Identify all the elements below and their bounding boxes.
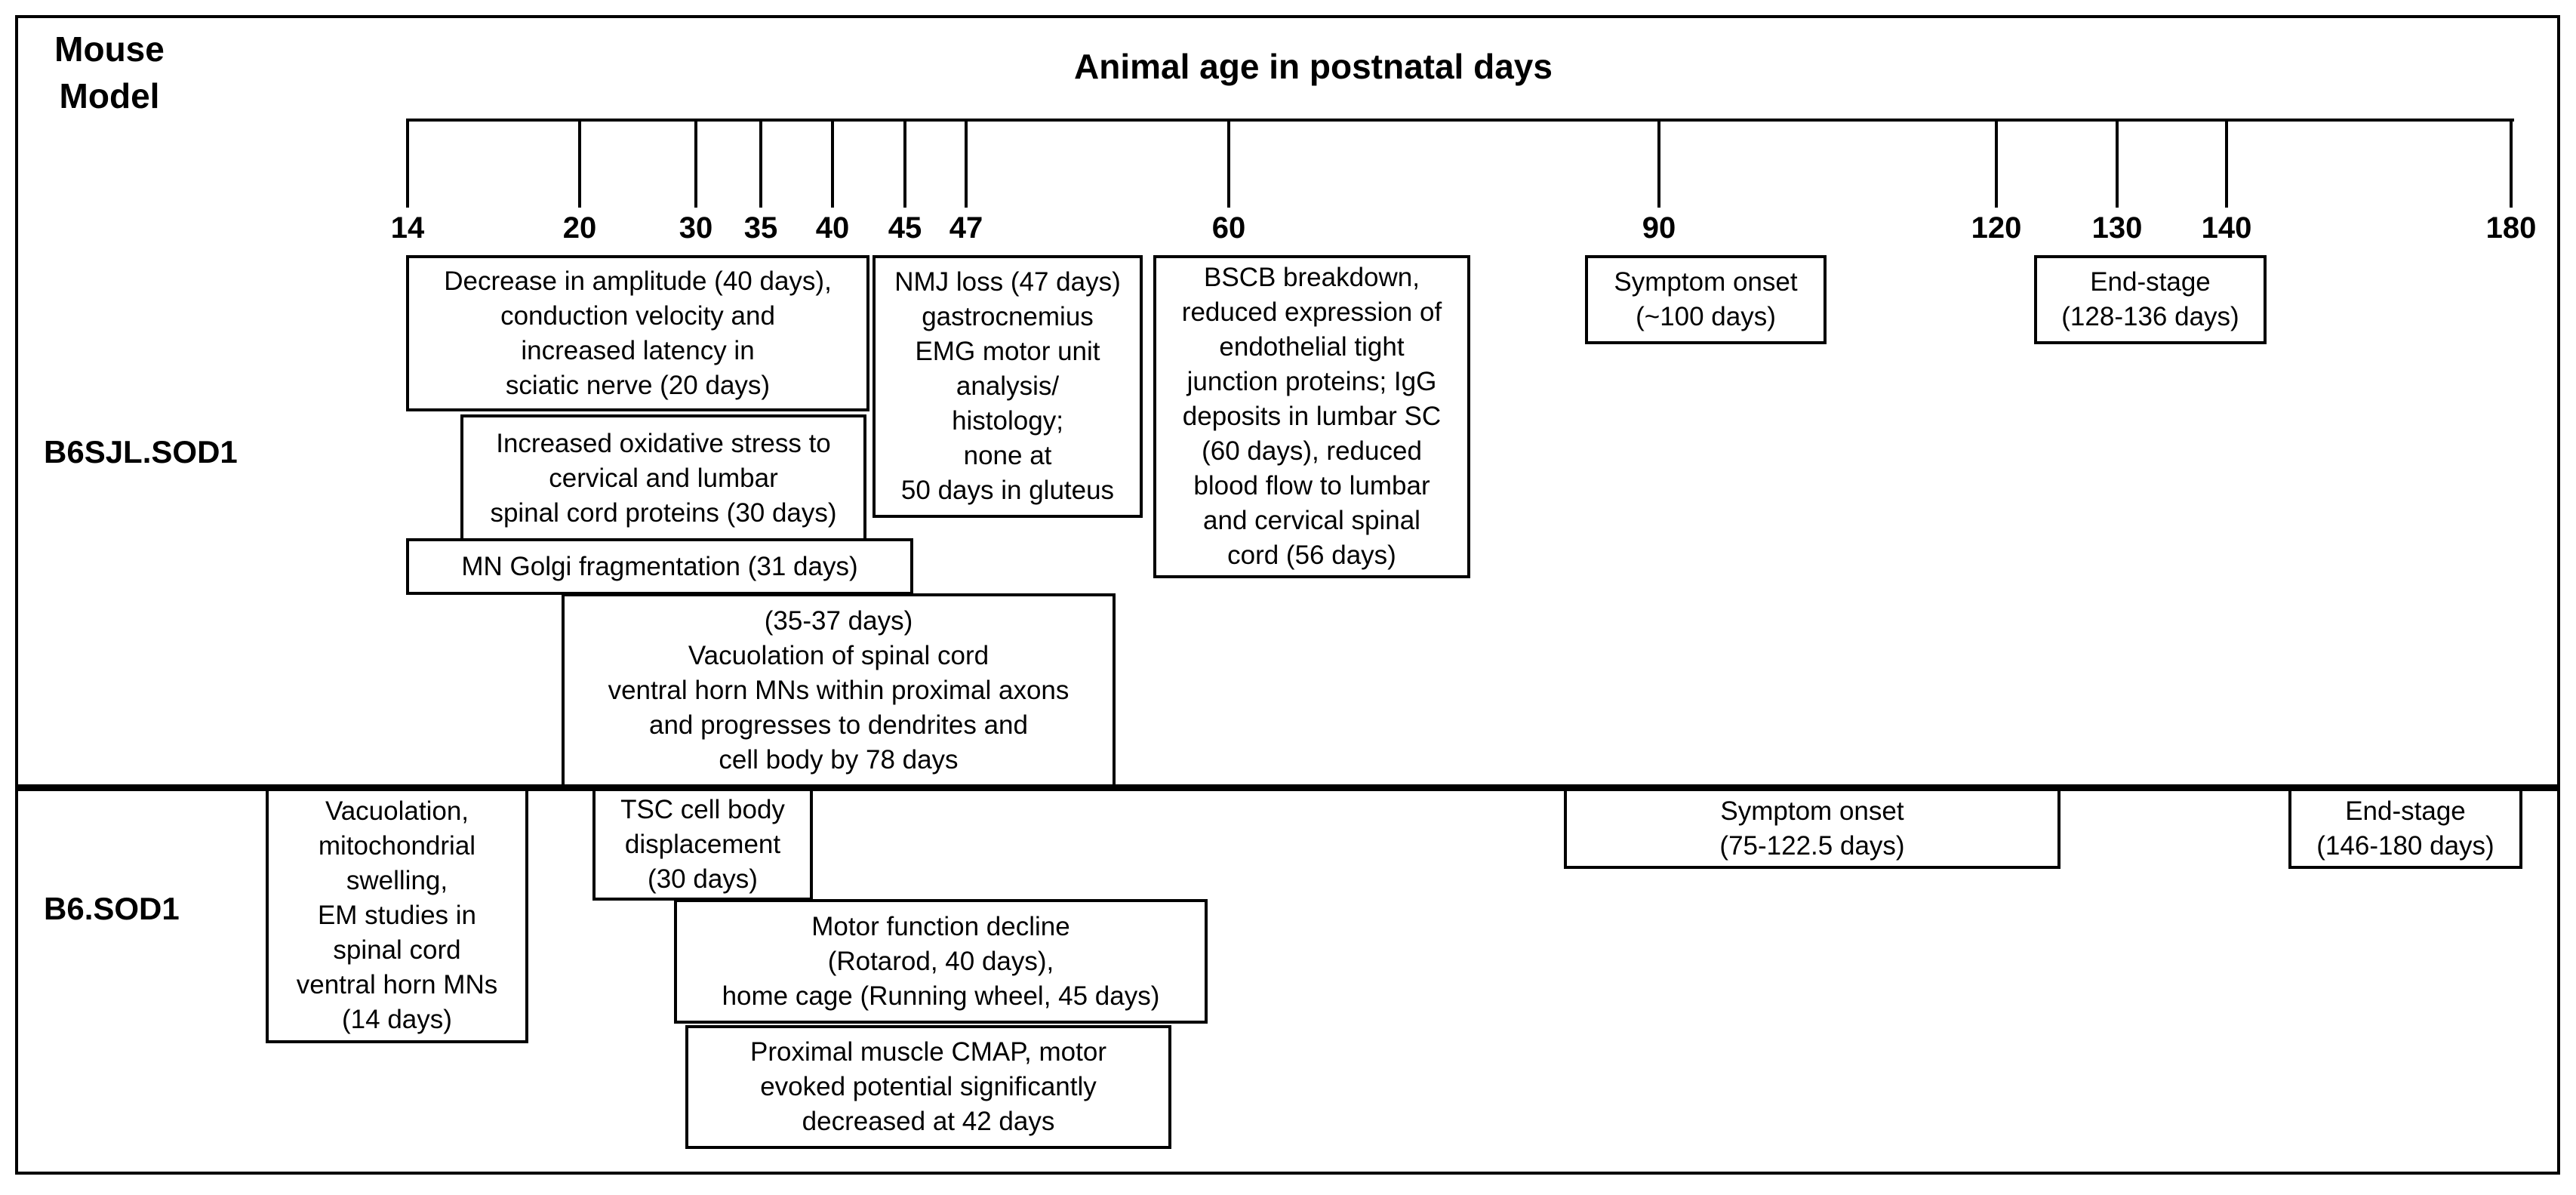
event-box-end-stage-b6: End-stage (146-180 days) bbox=[2288, 788, 2522, 869]
figure-border bbox=[15, 15, 2560, 1175]
mouse-model-header: Mouse Model bbox=[54, 29, 165, 115]
tick-30-label: 30 bbox=[679, 211, 713, 245]
tick-40-line bbox=[831, 119, 834, 208]
timeline-title: Animal age in postnatal days bbox=[1074, 47, 1553, 86]
tick-20-line bbox=[578, 119, 581, 208]
tick-47-line bbox=[965, 119, 968, 208]
event-box-sciatic-nerve: Decrease in amplitude (40 days), conduct… bbox=[406, 255, 869, 411]
tick-60-label: 60 bbox=[1211, 211, 1246, 245]
tick-45-label: 45 bbox=[888, 211, 922, 245]
row-label-b6sjl-sod1: B6SJL.SOD1 bbox=[44, 434, 238, 470]
tick-140-line bbox=[2225, 119, 2228, 208]
tick-47-label: 47 bbox=[949, 211, 983, 245]
tick-90-line bbox=[1657, 119, 1660, 208]
tick-90-label: 90 bbox=[1642, 211, 1676, 245]
tick-20: 20 bbox=[534, 119, 625, 244]
event-box-motor-function: Motor function decline (Rotarod, 40 days… bbox=[674, 899, 1208, 1024]
tick-120-label: 120 bbox=[1971, 211, 2022, 245]
tick-180-line bbox=[2510, 119, 2513, 208]
tick-60: 60 bbox=[1183, 119, 1274, 244]
tick-130-line bbox=[2116, 119, 2119, 208]
tick-40-label: 40 bbox=[815, 211, 850, 245]
tick-35: 35 bbox=[716, 119, 806, 244]
tick-60-line bbox=[1227, 119, 1230, 208]
event-box-bscb-breakdown: BSCB breakdown, reduced expression of en… bbox=[1153, 255, 1470, 578]
tick-180: 180 bbox=[2466, 119, 2556, 244]
event-box-golgi-fragmentation: MN Golgi fragmentation (31 days) bbox=[406, 538, 913, 595]
tick-140-label: 140 bbox=[2201, 211, 2252, 245]
row-divider-line bbox=[17, 784, 2559, 791]
tick-180-label: 180 bbox=[2485, 211, 2537, 245]
tick-45-line bbox=[903, 119, 906, 208]
timeline-axis-line bbox=[408, 119, 2514, 122]
event-box-symptom-onset-b6: Symptom onset (75-122.5 days) bbox=[1564, 788, 2060, 869]
tick-30-line bbox=[694, 119, 697, 208]
tick-30: 30 bbox=[651, 119, 741, 244]
tick-130: 130 bbox=[2072, 119, 2162, 244]
tick-47: 47 bbox=[921, 119, 1011, 244]
tick-45: 45 bbox=[860, 119, 950, 244]
event-box-symptom-onset-b6sjl: Symptom onset (~100 days) bbox=[1585, 255, 1827, 344]
tick-35-line bbox=[759, 119, 762, 208]
tick-140: 140 bbox=[2181, 119, 2272, 244]
event-box-vacuolation-35-37: (35-37 days) Vacuolation of spinal cord … bbox=[562, 593, 1116, 788]
row-label-b6-sod1: B6.SOD1 bbox=[44, 891, 180, 926]
tick-20-label: 20 bbox=[562, 211, 597, 245]
tick-14: 14 bbox=[362, 119, 453, 244]
tick-90: 90 bbox=[1614, 119, 1704, 244]
tick-130-label: 130 bbox=[2091, 211, 2143, 245]
event-box-oxidative-stress: Increased oxidative stress to cervical a… bbox=[460, 414, 866, 543]
tick-120-line bbox=[1995, 119, 1998, 208]
event-box-nmj-loss: NMJ loss (47 days) gastrocnemius EMG mot… bbox=[873, 255, 1143, 518]
tick-40: 40 bbox=[787, 119, 878, 244]
event-box-vacuolation-14-days: Vacuolation, mitochondrial swelling, EM … bbox=[266, 788, 528, 1043]
event-box-proximal-cmap: Proximal muscle CMAP, motor evoked poten… bbox=[685, 1025, 1171, 1149]
tick-35-label: 35 bbox=[743, 211, 778, 245]
event-box-tsc-displacement: TSC cell body displacement (30 days) bbox=[592, 788, 813, 901]
tick-14-label: 14 bbox=[390, 211, 425, 245]
tick-14-line bbox=[406, 119, 409, 208]
tick-120: 120 bbox=[1951, 119, 2042, 244]
event-box-end-stage-b6sjl: End-stage (128-136 days) bbox=[2034, 255, 2267, 344]
